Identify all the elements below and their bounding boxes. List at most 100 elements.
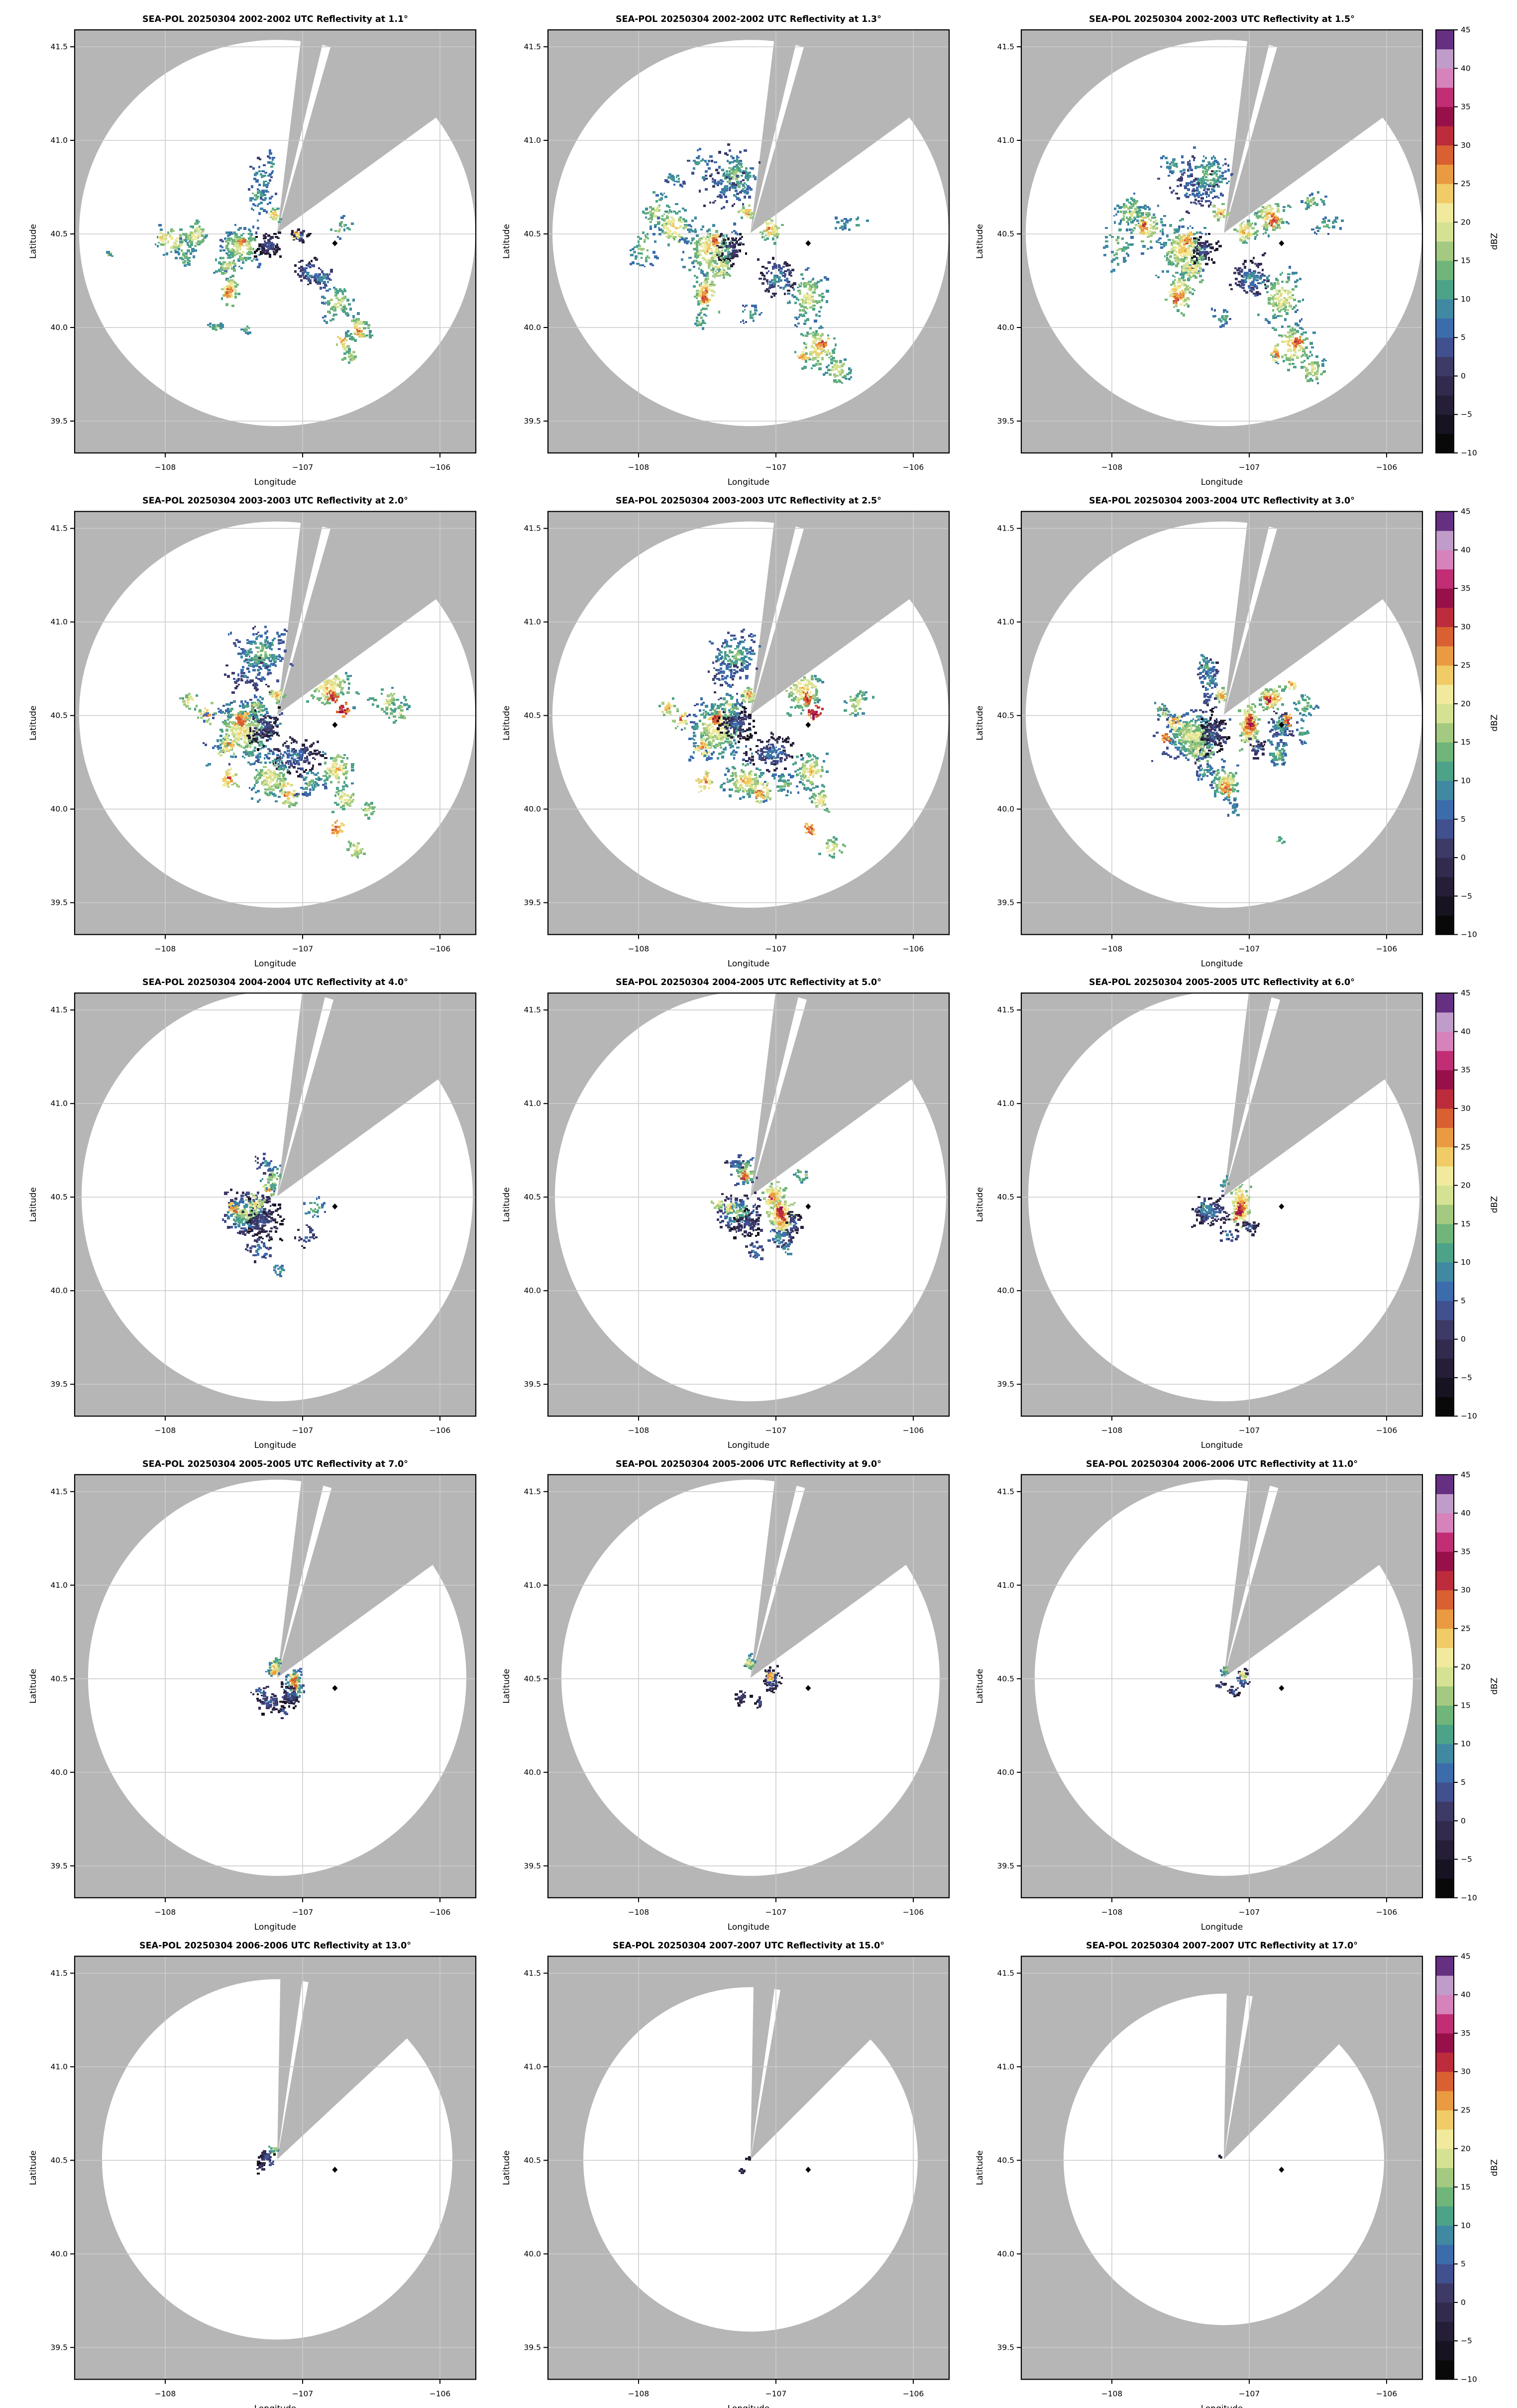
colorbar-border <box>1435 1474 1454 1898</box>
y-tick-label: 40.5 <box>524 711 541 720</box>
y-tick-label: 39.5 <box>997 2343 1014 2352</box>
x-tick-label: −106 <box>1376 1908 1398 1917</box>
y-tick-label: 41.0 <box>50 136 68 145</box>
colorbar-tick-label: 10 <box>1461 295 1471 304</box>
y-tick-label: 40.5 <box>50 229 68 238</box>
y-tick-label: 41.5 <box>50 1487 68 1496</box>
radar-panel: SEA-POL 20250304 2002-2002 UTC Reflectiv… <box>502 14 950 487</box>
panel-title: SEA-POL 20250304 2003-2004 UTC Reflectiv… <box>1089 496 1355 506</box>
panel-title: SEA-POL 20250304 2004-2004 UTC Reflectiv… <box>142 978 408 987</box>
x-tick-label: −107 <box>292 1908 314 1917</box>
site-marker-diamond <box>805 722 811 728</box>
y-tick-label: 41.0 <box>524 618 541 627</box>
x-tick-label: −108 <box>155 1426 176 1435</box>
radar-panel: SEA-POL 20250304 2004-2005 UTC Reflectiv… <box>502 978 950 1450</box>
y-tick-label: 39.5 <box>50 898 68 907</box>
colorbar-tick-label: −10 <box>1461 930 1477 939</box>
y-tick-label: 40.5 <box>997 2156 1014 2165</box>
x-axis-label: Longitude <box>254 1922 297 1932</box>
x-tick-label: −108 <box>1101 463 1123 472</box>
x-tick-label: −106 <box>1376 463 1398 472</box>
radar-panel: SEA-POL 20250304 2004-2004 UTC Reflectiv… <box>28 978 477 1450</box>
radar-panel: SEA-POL 20250304 2007-2007 UTC Reflectiv… <box>502 1941 950 2408</box>
x-tick-label: −108 <box>1101 1908 1123 1917</box>
radar-panel: SEA-POL 20250304 2005-2005 UTC Reflectiv… <box>975 978 1500 1450</box>
y-axis-label: Latitude <box>28 1669 38 1704</box>
panel-title: SEA-POL 20250304 2007-2007 UTC Reflectiv… <box>613 1941 884 1951</box>
x-tick-label: −107 <box>1239 945 1260 954</box>
x-tick-label: −107 <box>292 463 314 472</box>
blocked-sector-wedge <box>277 1474 476 1678</box>
y-tick-label: 41.5 <box>524 1005 541 1014</box>
x-tick-label: −108 <box>155 463 176 472</box>
y-tick-label: 40.5 <box>50 1193 68 1202</box>
colorbar-tick-label: 15 <box>1461 738 1471 747</box>
colorbar-tick-label: 0 <box>1461 853 1466 862</box>
reflectivity-echoes <box>250 1657 305 1719</box>
blocked-sector-wedge <box>277 1956 476 2160</box>
reflectivity-echoes <box>256 2146 279 2175</box>
x-tick-label: −108 <box>1101 2389 1123 2398</box>
x-tick-label: −106 <box>903 463 924 472</box>
reflectivity-echoes <box>222 1153 326 1277</box>
y-tick-label: 41.5 <box>524 1969 541 1977</box>
y-axis-label: Latitude <box>502 224 512 259</box>
y-tick-label: 40.0 <box>50 805 68 814</box>
panel-title: SEA-POL 20250304 2002-2002 UTC Reflectiv… <box>616 14 881 24</box>
x-tick-label: −108 <box>155 1908 176 1917</box>
site-marker-diamond <box>332 240 338 246</box>
blocked-sector-wedge <box>750 30 949 233</box>
colorbar-tick-label: 45 <box>1461 507 1471 516</box>
colorbar-tick-label: 10 <box>1461 2221 1471 2230</box>
x-tick-label: −108 <box>155 2389 176 2398</box>
x-tick-label: −108 <box>628 2389 650 2398</box>
blocked-sector-wedge <box>1223 30 1422 233</box>
site-marker-diamond <box>805 240 811 246</box>
x-tick-label: −106 <box>430 1426 451 1435</box>
y-tick-label: 40.5 <box>524 229 541 238</box>
y-tick-label: 40.0 <box>524 323 541 332</box>
x-tick-label: −107 <box>1239 1426 1260 1435</box>
site-marker-diamond <box>332 722 338 728</box>
site-marker-diamond <box>805 1204 811 1209</box>
axes-border <box>1020 29 1423 454</box>
y-tick-label: 40.0 <box>50 323 68 332</box>
y-axis-label: Latitude <box>28 2150 38 2185</box>
colorbar-tick-label: 20 <box>1461 1662 1471 1671</box>
colorbar-tick-label: 45 <box>1461 1470 1471 1479</box>
site-marker-diamond <box>1279 2167 1285 2173</box>
blocked-sector-wedge <box>1223 1474 1422 1678</box>
axes-border <box>74 992 477 1417</box>
y-tick-label: 40.5 <box>997 1674 1014 1683</box>
panel-title: SEA-POL 20250304 2007-2007 UTC Reflectiv… <box>1086 1941 1358 1951</box>
reflectivity-echoes <box>630 143 869 384</box>
blocked-sector-wedge <box>1223 1956 1253 2160</box>
colorbar-label: dBZ <box>1490 233 1500 250</box>
radar-panel: SEA-POL 20250304 2003-2004 UTC Reflectiv… <box>975 496 1500 969</box>
y-tick-label: 40.0 <box>50 1286 68 1295</box>
radar-panel: SEA-POL 20250304 2002-2003 UTC Reflectiv… <box>975 14 1500 487</box>
blocked-sector-wedge <box>750 30 799 233</box>
y-tick-label: 40.5 <box>50 711 68 720</box>
x-axis-label: Longitude <box>728 1922 770 1932</box>
x-axis-label: Longitude <box>1201 477 1243 487</box>
colorbar-border <box>1435 1956 1454 2380</box>
y-tick-label: 40.0 <box>524 805 541 814</box>
y-tick-label: 40.0 <box>997 1286 1014 1295</box>
colorbar-border <box>1435 992 1454 1417</box>
axes-border <box>74 29 477 454</box>
x-tick-label: −106 <box>430 2389 451 2398</box>
colorbar-tick-label: 35 <box>1461 584 1471 593</box>
y-tick-label: 39.5 <box>524 2343 541 2352</box>
y-axis-label: Latitude <box>502 1187 512 1222</box>
reflectivity-echoes <box>1191 1175 1260 1242</box>
x-axis-label: Longitude <box>728 2404 770 2408</box>
x-axis-label: Longitude <box>254 2404 297 2408</box>
blocked-sector-wedge <box>277 993 476 1197</box>
colorbar-tick-label: −10 <box>1461 448 1477 457</box>
radar-panel: SEA-POL 20250304 2003-2003 UTC Reflectiv… <box>28 496 477 969</box>
panel-title: SEA-POL 20250304 2004-2005 UTC Reflectiv… <box>616 978 881 987</box>
y-tick-label: 41.0 <box>997 136 1014 145</box>
y-tick-label: 41.5 <box>997 1005 1014 1014</box>
blocked-sector-wedge <box>277 993 326 1197</box>
